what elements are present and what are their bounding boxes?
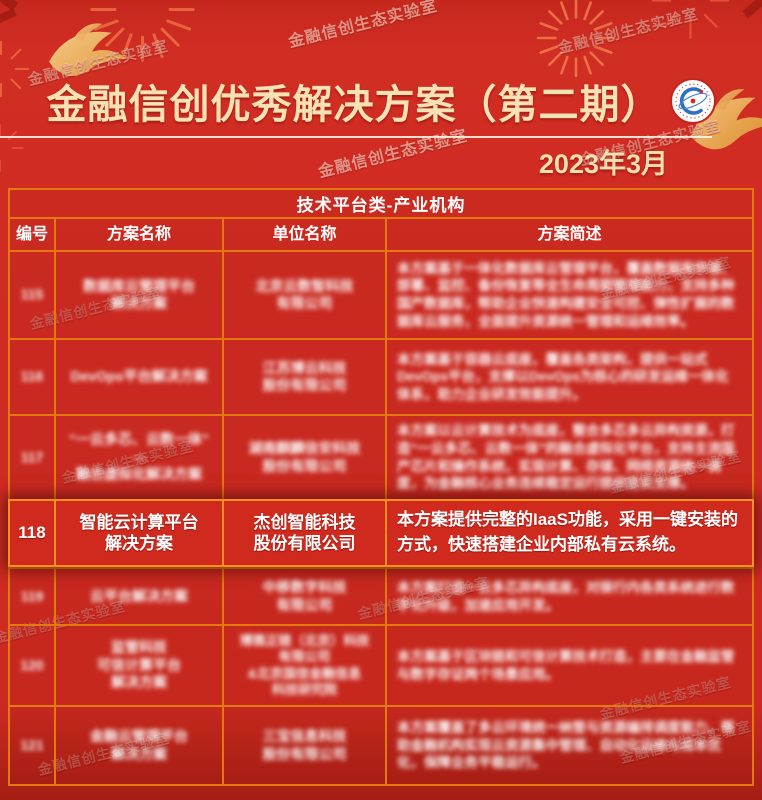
row-description: 本方案覆盖了多云环境统一纳管与资源编排调度能力，帮助金融机构实现云资源集中管理、… [385, 707, 752, 784]
solutions-table: 技术平台类-产业机构 编号 方案名称 单位名称 方案简述 115 数据库云管理平… [8, 188, 754, 786]
table-section-header: 技术平台类-产业机构 [10, 190, 752, 217]
row-org-name: 博雅正链（北京）科技 有限公司 &北京国信金融信息 科技研究院 [222, 626, 385, 705]
row-solution-name: “一云多芯、云数一体” — 融合虚拟化解决方案 [54, 416, 222, 499]
row-org-name: 湖南麒麟信安科技 股份有限公司 [222, 416, 385, 499]
column-header-desc: 方案简述 [385, 219, 752, 250]
table-row-highlighted: 118 智能云计算平台 解决方案 杰创智能科技 股份有限公司 本方案提供完整的I… [8, 499, 754, 567]
lab-logo-icon [669, 78, 716, 124]
column-header-id: 编号 [15, 225, 48, 243]
table-row: 115 数据库云管理平台 解决方案 北京云数智科技 有限公司 本方案基于一体化数… [10, 250, 752, 338]
watermark-text: 金融信创生态实验室 [286, 0, 440, 52]
row-solution-name: 监管科技 可信计算平台 解决方案 [54, 626, 222, 705]
row-description: 本方案以云计算技术为底座，整合多芯多云异构资源，打造“一云多芯、云数一体”的融合… [385, 416, 752, 499]
column-header-name: 方案名称 [54, 219, 222, 250]
column-header-org: 单位名称 [222, 219, 385, 250]
row-solution-name: 云平台解决方案 [54, 569, 222, 624]
row-org-name: 北京云数智科技 有限公司 [222, 252, 385, 338]
row-id: 115 [20, 286, 44, 303]
fireworks-icon [536, 0, 616, 78]
row-id: 121 [20, 736, 44, 753]
page-title: 金融信创优秀解决方案（第二期） [46, 83, 662, 127]
row-org-name: 中移数字科技 有限公司 [222, 569, 385, 624]
row-description: 本方案基于区块链和可信计算技术打造，主要在金融监管与数字存证两个场景应用。 [385, 626, 752, 705]
row-org-name: 三宝信息科技 股份有限公司 [222, 707, 385, 784]
row-org-name: 江苏博云科技 股份有限公司 [222, 340, 385, 414]
row-id: 119 [20, 587, 44, 604]
row-solution-name: 数据库云管理平台 解决方案 [54, 252, 222, 338]
row-description: 本方案基于一体化数据库云管理平台，覆盖数据库申请、部署、监控、备份恢复等全生命周… [385, 252, 752, 338]
row-id: 117 [20, 448, 44, 465]
row-id: 118 [18, 523, 46, 543]
row-description: 本方案打造一云多芯异构底座，对接行内各类系统进行数字化升级，加速应用开发。 [385, 569, 752, 624]
fireworks-icon [651, 0, 730, 40]
row-description: 本方案基于容器云底座，覆盖各类架构，提供一站式DevOps平台，支撑以DevOp… [385, 340, 752, 414]
row-org-name: 杰创智能科技 股份有限公司 [222, 501, 385, 565]
watermark-text: 金融信创生态实验室 [556, 5, 701, 58]
table-row: 120 监管科技 可信计算平台 解决方案 博雅正链（北京）科技 有限公司 &北京… [10, 624, 752, 705]
ribbon-decoration [0, 0, 19, 11]
ribbon-decoration [742, 0, 762, 19]
row-solution-name: DevOps平台解决方案 [54, 340, 222, 414]
table-row: 116 DevOps平台解决方案 江苏博云科技 股份有限公司 本方案基于容器云底… [10, 338, 752, 414]
ribbon-decoration [0, 8, 17, 24]
header: 金融信创优秀解决方案（第二期） [0, 72, 762, 130]
row-solution-name: 金融云管理平台 解决方案 [54, 707, 222, 784]
table-column-header-row: 编号 方案名称 单位名称 方案简述 [10, 217, 752, 250]
section-header-text: 技术平台类-产业机构 [296, 196, 466, 215]
fireworks-icon [90, 8, 195, 62]
row-id: 116 [20, 368, 44, 385]
date-text: 2023年3月 [538, 149, 668, 179]
row-description: 本方案提供完整的IaaS功能，采用一键安装的方式，快速搭建企业内部私有云系统。 [385, 501, 752, 565]
row-id: 120 [20, 656, 44, 673]
table-row: 121 金融云管理平台 解决方案 三宝信息科技 股份有限公司 本方案覆盖了多云环… [10, 705, 752, 784]
table-row: 119 云平台解决方案 中移数字科技 有限公司 本方案打造一云多芯异构底座，对接… [10, 567, 752, 624]
row-solution-name: 智能云计算平台 解决方案 [54, 501, 222, 565]
table-row: 117 “一云多芯、云数一体” — 融合虚拟化解决方案 湖南麒麟信安科技 股份有… [10, 414, 752, 499]
header-divider [0, 136, 712, 138]
